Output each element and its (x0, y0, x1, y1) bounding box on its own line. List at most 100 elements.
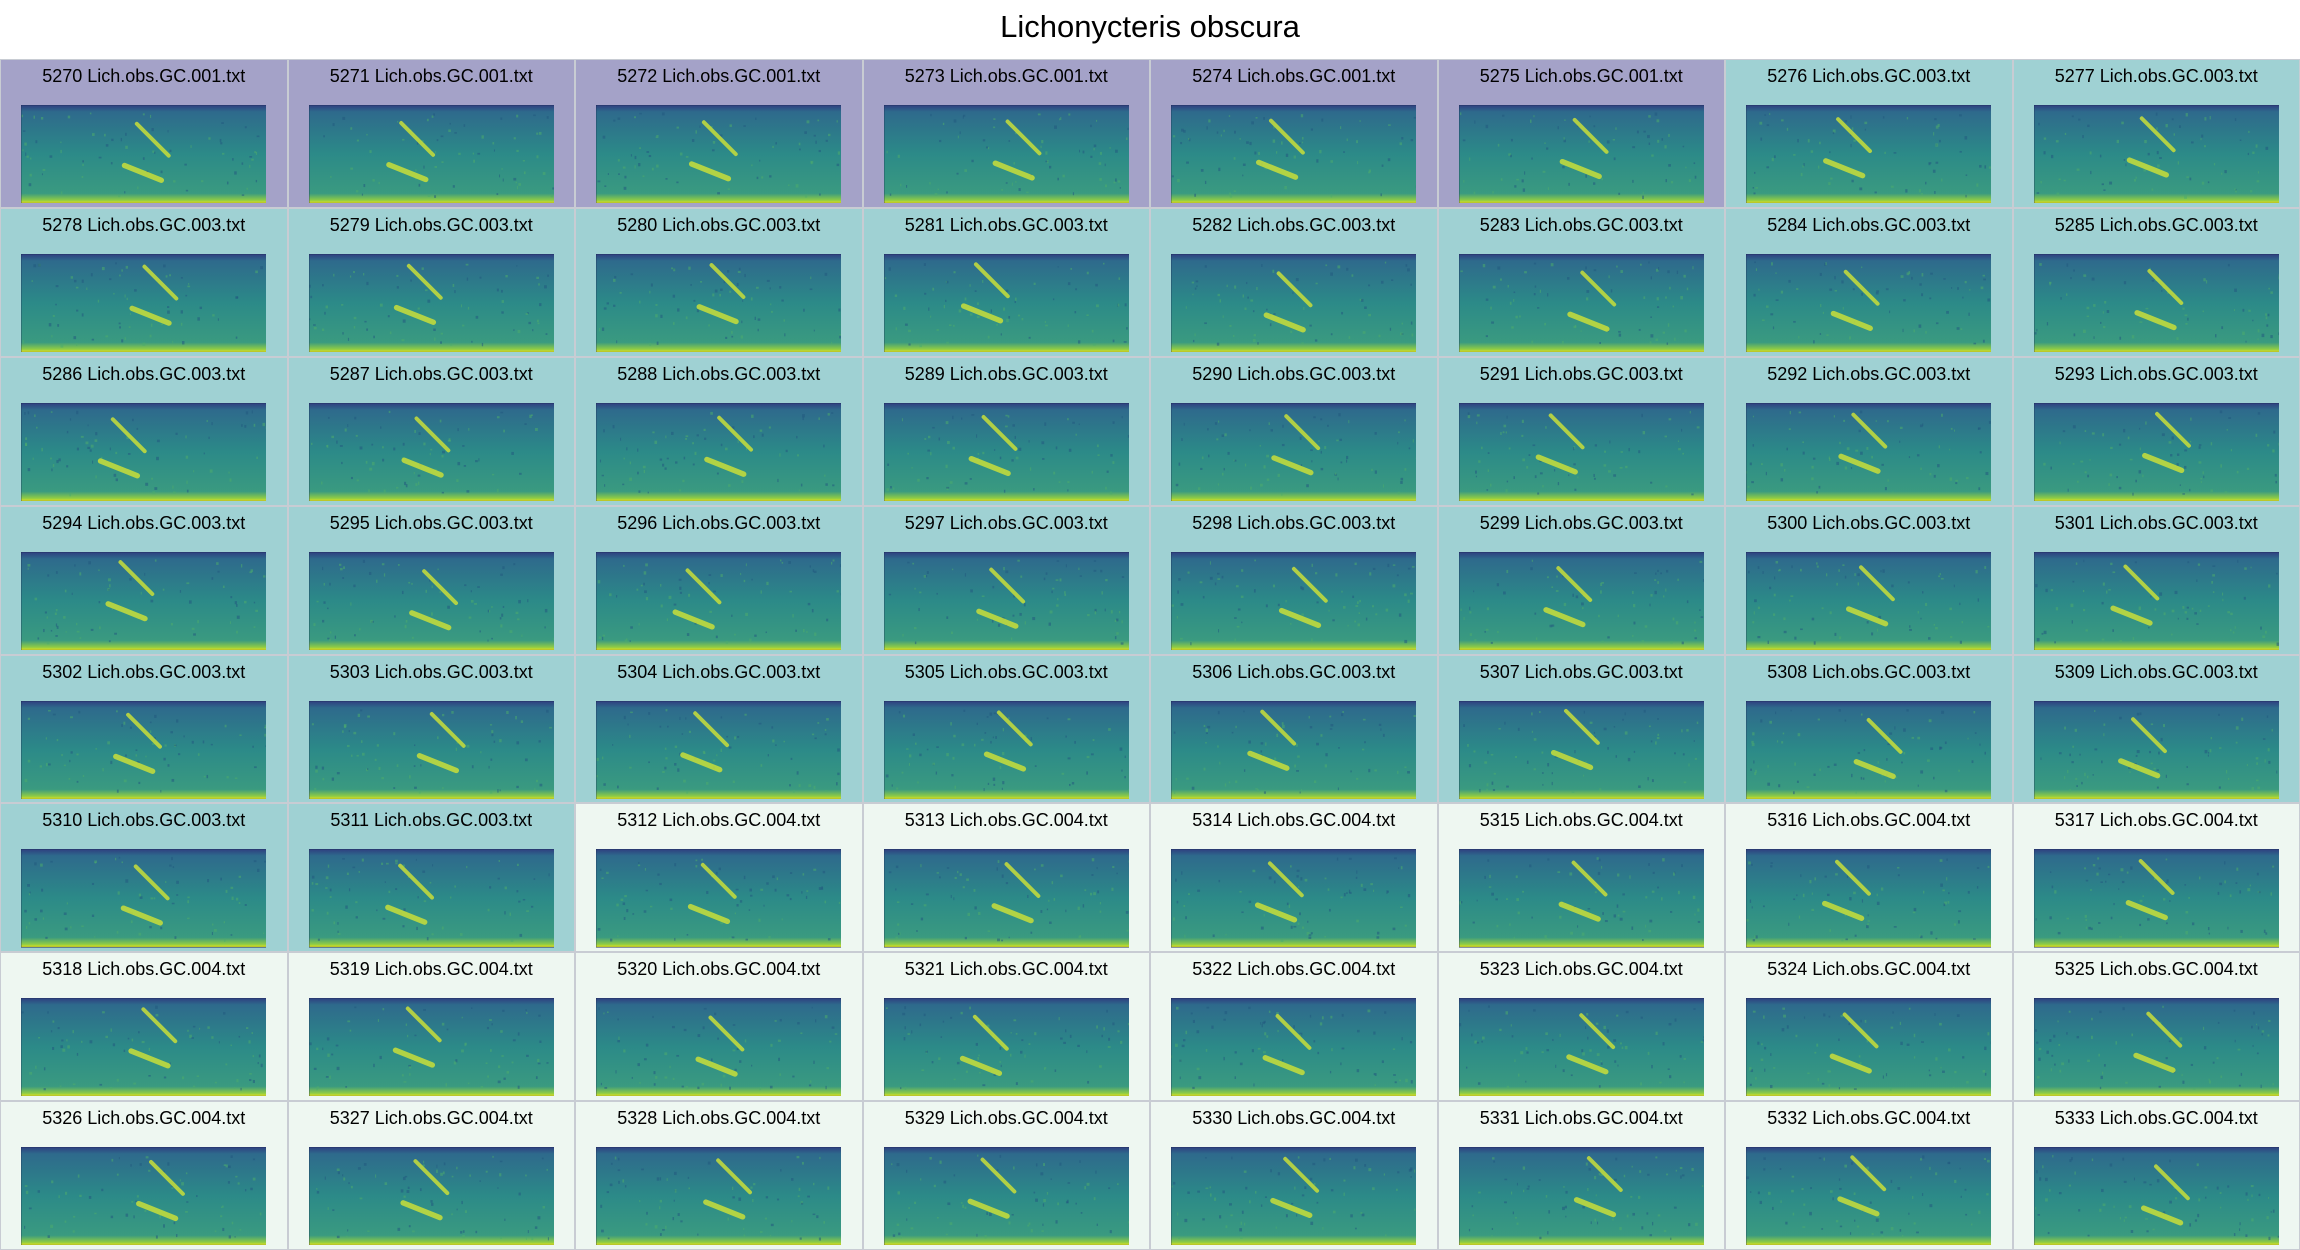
spectrogram-image (308, 700, 554, 799)
spectrogram-image (596, 253, 842, 353)
spectrogram-image (883, 402, 1129, 501)
spectrogram-tile: 5324 Lich.obs.GC.004.txt (1725, 952, 2013, 1102)
spectrogram-image (2033, 700, 2279, 799)
spectrogram-image (883, 849, 1129, 948)
tile-label: 5307 Lich.obs.GC.003.txt (1479, 661, 1683, 682)
tile-label: 5313 Lich.obs.GC.004.txt (904, 810, 1108, 831)
spectrogram-image (596, 402, 842, 501)
spectrogram-tile: 5277 Lich.obs.GC.003.txt (2012, 59, 2300, 208)
spectrogram-tile: 5306 Lich.obs.GC.003.txt (1150, 654, 1438, 804)
tile-label: 5291 Lich.obs.GC.003.txt (1479, 363, 1683, 384)
tile-label: 5317 Lich.obs.GC.004.txt (2054, 810, 2258, 831)
spectrogram-image (2033, 551, 2279, 650)
spectrogram-tile: 5310 Lich.obs.GC.003.txt (0, 803, 288, 953)
tile-label: 5324 Lich.obs.GC.004.txt (1767, 959, 1971, 980)
spectrogram-tile: 5299 Lich.obs.GC.003.txt (1437, 505, 1725, 655)
spectrogram-image (2033, 849, 2279, 948)
tile-label: 5333 Lich.obs.GC.004.txt (2054, 1108, 2258, 1129)
tile-label: 5287 Lich.obs.GC.003.txt (329, 363, 533, 384)
tile-label: 5297 Lich.obs.GC.003.txt (904, 512, 1108, 533)
spectrogram-tile: 5332 Lich.obs.GC.004.txt (1725, 1101, 2013, 1250)
figure-title: Lichonycteris obscura (1000, 9, 1300, 44)
tile-label: 5276 Lich.obs.GC.003.txt (1767, 66, 1971, 86)
spectrogram-image (1746, 1147, 1992, 1246)
tile-label: 5332 Lich.obs.GC.004.txt (1767, 1108, 1971, 1129)
spectrogram-tile: 5327 Lich.obs.GC.004.txt (287, 1101, 575, 1250)
tile-label: 5331 Lich.obs.GC.004.txt (1479, 1108, 1683, 1129)
spectrogram-tile: 5296 Lich.obs.GC.003.txt (575, 505, 863, 655)
spectrogram-image (883, 105, 1129, 204)
spectrogram-image (883, 998, 1129, 1097)
spectrogram-tile: 5323 Lich.obs.GC.004.txt (1437, 952, 1725, 1102)
spectrogram-tile: 5311 Lich.obs.GC.003.txt (287, 803, 575, 953)
spectrogram-tile: 5284 Lich.obs.GC.003.txt (1725, 207, 2013, 357)
spectrogram-tile: 5314 Lich.obs.GC.004.txt (1150, 803, 1438, 953)
spectrogram-tile: 5291 Lich.obs.GC.003.txt (1437, 356, 1725, 506)
spectrogram-image (21, 849, 267, 948)
tile-label: 5327 Lich.obs.GC.004.txt (329, 1108, 533, 1129)
tile-label: 5292 Lich.obs.GC.003.txt (1767, 363, 1971, 384)
spectrogram-tile: 5275 Lich.obs.GC.001.txt (1437, 59, 1725, 208)
spectrogram-tile: 5276 Lich.obs.GC.003.txt (1725, 59, 2013, 208)
spectrogram-tile: 5287 Lich.obs.GC.003.txt (287, 356, 575, 506)
tile-label: 5300 Lich.obs.GC.003.txt (1767, 512, 1971, 533)
tile-label: 5302 Lich.obs.GC.003.txt (42, 661, 246, 682)
spectrogram-tile: 5274 Lich.obs.GC.001.txt (1150, 59, 1438, 208)
tile-label: 5314 Lich.obs.GC.004.txt (1192, 810, 1396, 831)
spectrogram-tile: 5283 Lich.obs.GC.003.txt (1437, 207, 1725, 357)
tile-label: 5320 Lich.obs.GC.004.txt (617, 959, 821, 980)
spectrogram-tile: 5305 Lich.obs.GC.003.txt (862, 654, 1150, 804)
spectrogram-image (1458, 1147, 1704, 1246)
tile-label: 5271 Lich.obs.GC.001.txt (329, 66, 533, 86)
spectrogram-tile: 5301 Lich.obs.GC.003.txt (2012, 505, 2300, 655)
spectrogram-tile: 5320 Lich.obs.GC.004.txt (575, 952, 863, 1102)
spectrogram-tile: 5282 Lich.obs.GC.003.txt (1150, 207, 1438, 357)
spectrogram-image (2033, 105, 2279, 204)
spectrogram-tile: 5307 Lich.obs.GC.003.txt (1437, 654, 1725, 804)
spectrogram-image (596, 998, 842, 1097)
tile-label: 5330 Lich.obs.GC.004.txt (1192, 1108, 1396, 1129)
spectrogram-image (308, 253, 554, 353)
spectrogram-tile: 5297 Lich.obs.GC.003.txt (862, 505, 1150, 655)
tile-label: 5328 Lich.obs.GC.004.txt (617, 1108, 821, 1129)
tile-label: 5286 Lich.obs.GC.003.txt (42, 363, 246, 384)
spectrogram-tile: 5288 Lich.obs.GC.003.txt (575, 356, 863, 506)
tile-label: 5322 Lich.obs.GC.004.txt (1192, 959, 1396, 980)
tile-label: 5309 Lich.obs.GC.003.txt (2054, 661, 2258, 682)
spectrogram-image (1171, 1147, 1417, 1246)
spectrogram-tile: 5331 Lich.obs.GC.004.txt (1437, 1101, 1725, 1250)
tile-label: 5278 Lich.obs.GC.003.txt (42, 214, 246, 235)
tile-label: 5329 Lich.obs.GC.004.txt (904, 1108, 1108, 1129)
spectrogram-image (1746, 253, 1992, 353)
spectrogram-image (1458, 849, 1704, 948)
spectrogram-tile: 5328 Lich.obs.GC.004.txt (575, 1101, 863, 1250)
spectrogram-tile: 5329 Lich.obs.GC.004.txt (862, 1101, 1150, 1250)
spectrogram-tile: 5292 Lich.obs.GC.003.txt (1725, 356, 2013, 506)
spectrogram-image (596, 700, 842, 799)
spectrogram-image (883, 1147, 1129, 1246)
tile-label: 5321 Lich.obs.GC.004.txt (904, 959, 1108, 980)
spectrogram-tile: 5303 Lich.obs.GC.003.txt (287, 654, 575, 804)
spectrogram-image (21, 105, 267, 204)
spectrogram-tile: 5317 Lich.obs.GC.004.txt (2012, 803, 2300, 953)
tile-label: 5326 Lich.obs.GC.004.txt (42, 1108, 246, 1129)
spectrogram-tile: 5302 Lich.obs.GC.003.txt (0, 654, 288, 804)
spectrogram-tile: 5318 Lich.obs.GC.004.txt (0, 952, 288, 1102)
spectrogram-image (1171, 998, 1417, 1097)
spectrogram-tile: 5270 Lich.obs.GC.001.txt (0, 59, 288, 208)
tile-label: 5296 Lich.obs.GC.003.txt (617, 512, 821, 533)
spectrogram-tile: 5279 Lich.obs.GC.003.txt (287, 207, 575, 357)
tile-label: 5301 Lich.obs.GC.003.txt (2054, 512, 2258, 533)
spectrogram-tile: 5326 Lich.obs.GC.004.txt (0, 1101, 288, 1250)
spectrogram-image (21, 253, 267, 353)
tile-label: 5282 Lich.obs.GC.003.txt (1192, 214, 1396, 235)
tile-label: 5284 Lich.obs.GC.003.txt (1767, 214, 1971, 235)
tile-label: 5311 Lich.obs.GC.003.txt (330, 810, 533, 831)
spectrogram-image (1458, 700, 1704, 799)
spectrogram-image (21, 402, 267, 501)
spectrogram-tile: 5330 Lich.obs.GC.004.txt (1150, 1101, 1438, 1250)
tile-label: 5295 Lich.obs.GC.003.txt (329, 512, 533, 533)
spectrogram-tile: 5273 Lich.obs.GC.001.txt (862, 59, 1150, 208)
spectrogram-image (1458, 402, 1704, 501)
spectrogram-image (1171, 700, 1417, 799)
